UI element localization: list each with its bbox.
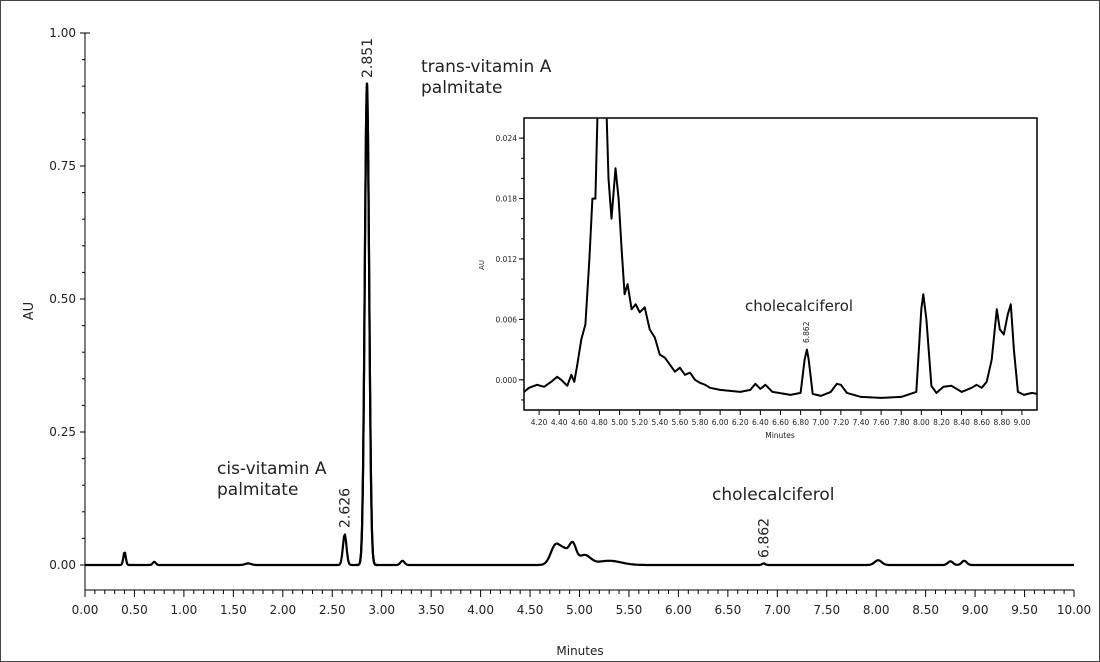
inset-x-tick-label: 4.80	[591, 418, 608, 427]
inset-x-tick-label: 4.20	[531, 418, 548, 427]
main-x-tick-label: 5.00	[566, 603, 593, 617]
main-x-tick-label: 7.00	[764, 603, 791, 617]
main-peak-name-label: cholecalciferol	[712, 485, 834, 505]
inset-y-tick-label: 0.018	[496, 195, 518, 204]
main-x-tick-label: 2.50	[319, 603, 346, 617]
main-x-tick-label: 6.00	[665, 603, 692, 617]
main-x-tick-label: 9.00	[962, 603, 989, 617]
inset-x-axis-title: Minutes	[765, 431, 795, 440]
main-x-tick-label: 5.50	[616, 603, 643, 617]
inset-x-tick-label: 6.20	[732, 418, 749, 427]
inset-x-tick-label: 5.80	[692, 418, 709, 427]
main-x-tick-label: 1.00	[171, 603, 198, 617]
main-y-tick-label: 0.75	[49, 159, 76, 173]
main-x-tick-label: 3.00	[368, 603, 395, 617]
inset-x-tick-label: 7.60	[873, 418, 890, 427]
inset-x-tick-label: 6.00	[712, 418, 729, 427]
inset-x-tick-label: 8.80	[993, 418, 1010, 427]
inset-x-tick-label: 5.20	[631, 418, 648, 427]
inset-x-tick-label: 6.80	[792, 418, 809, 427]
main-x-tick-label: 7.50	[813, 603, 840, 617]
inset-x-tick-label: 8.00	[913, 418, 930, 427]
main-x-tick-label: 3.50	[418, 603, 445, 617]
main-peak-time-label: 2.626	[338, 488, 354, 528]
main-x-tick-label: 8.00	[863, 603, 890, 617]
inset-x-tick-label: 8.60	[973, 418, 990, 427]
inset-peak-time-label: 6.862	[802, 321, 811, 343]
main-x-tick-label: 4.50	[517, 603, 544, 617]
inset-x-tick-label: 9.00	[1014, 418, 1031, 427]
inset-peak-name-label: cholecalciferol	[745, 297, 853, 315]
inset-x-tick-label: 6.60	[772, 418, 789, 427]
main-y-tick-label: 0.50	[49, 292, 76, 306]
inset-frame	[524, 118, 1037, 410]
inset-x-tick-label: 7.40	[853, 418, 870, 427]
main-x-tick-label: 1.50	[220, 603, 247, 617]
inset-x-tick-label: 8.40	[953, 418, 970, 427]
inset-x-tick-label: 8.20	[933, 418, 950, 427]
main-y-tick-label: 0.25	[49, 425, 76, 439]
main-y-tick-label: 0.00	[49, 558, 76, 572]
inset-x-tick-label: 6.40	[752, 418, 769, 427]
inset-x-tick-label: 4.60	[571, 418, 588, 427]
inset-x-tick-label: 5.40	[651, 418, 668, 427]
inset-y-tick-label: 0.012	[496, 255, 518, 264]
inset-x-tick-label: 7.00	[812, 418, 829, 427]
inset-y-axis-title: AU	[478, 260, 486, 270]
inset-y-tick-label: 0.000	[496, 376, 518, 385]
main-x-tick-label: 0.50	[121, 603, 148, 617]
inset-y-tick-label: 0.024	[496, 134, 518, 143]
inset-y-tick-label: 0.006	[496, 315, 518, 324]
main-x-tick-label: 0.00	[72, 603, 99, 617]
main-y-tick-label: 1.00	[49, 26, 76, 40]
main-peak-time-label: 6.862	[757, 518, 773, 558]
inset-x-tick-label: 5.60	[672, 418, 689, 427]
inset-x-tick-label: 7.20	[833, 418, 850, 427]
inset-x-tick-label: 7.80	[893, 418, 910, 427]
main-y-axis-title: AU	[22, 302, 37, 320]
main-x-tick-label: 9.50	[1011, 603, 1038, 617]
main-x-tick-label: 10.00	[1057, 603, 1091, 617]
main-peak-time-label: 2.851	[360, 38, 376, 78]
inset-x-tick-label: 5.00	[611, 418, 628, 427]
main-x-tick-label: 2.00	[269, 603, 296, 617]
main-x-tick-label: 6.50	[714, 603, 741, 617]
main-x-tick-label: 8.50	[912, 603, 939, 617]
main-x-tick-label: 4.00	[467, 603, 494, 617]
main-x-axis-title: Minutes	[556, 644, 603, 658]
inset-x-tick-label: 4.40	[551, 418, 568, 427]
inset-chart: AU Minutes 4.20 4.40 4.60 4.80 5.00 5.20 5.40 5…	[478, 78, 1037, 440]
